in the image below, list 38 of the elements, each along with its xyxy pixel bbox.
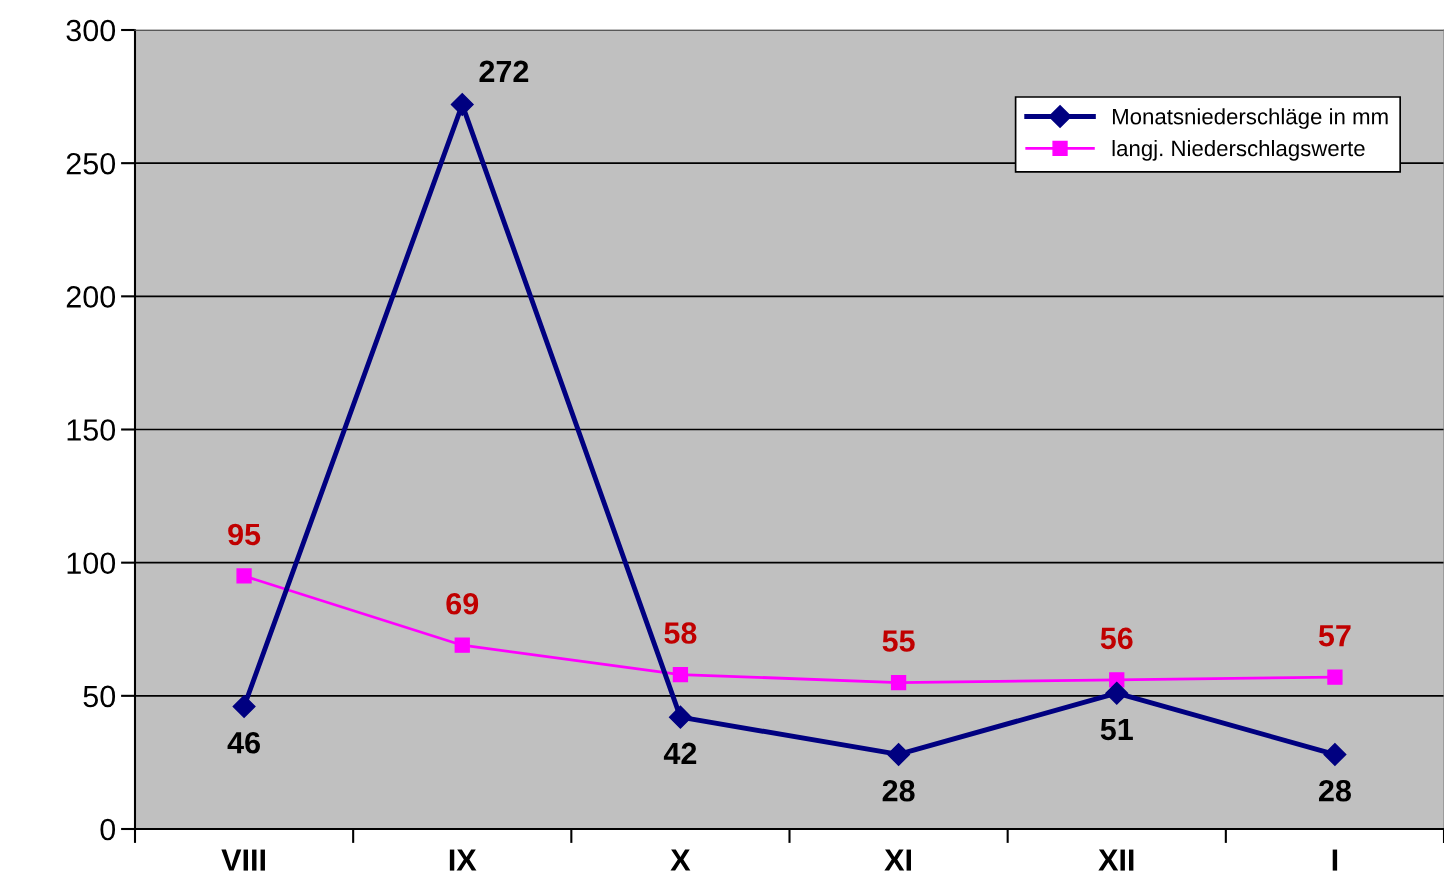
data-label: 42: [663, 742, 697, 764]
y-tick-label: 50: [83, 685, 116, 708]
point: [887, 742, 911, 766]
data-label: 51: [1100, 718, 1133, 741]
data-label: 69: [446, 592, 479, 615]
point: [1105, 681, 1129, 705]
point: [668, 705, 692, 729]
x-tick-label: VIII: [221, 849, 265, 871]
x-tick-label: X: [670, 849, 691, 871]
data-label: 95: [228, 523, 261, 546]
y-tick-label: 100: [67, 552, 116, 575]
point: [450, 93, 474, 117]
point: [890, 674, 907, 691]
data-label: 57: [1318, 625, 1351, 647]
data-label: 28: [1318, 779, 1351, 802]
x-tick-label: I: [1332, 849, 1338, 871]
data-label: 272: [479, 60, 529, 82]
legend-label: Monatsniederschläge in mm: [1112, 108, 1388, 129]
point: [1327, 669, 1343, 685]
data-label: 55: [882, 630, 915, 652]
point: [232, 694, 256, 718]
data-label: 28: [882, 779, 915, 802]
y-tick-label: 0: [100, 818, 116, 841]
x-tick-label: XI: [884, 849, 911, 871]
x-tick-label: IX: [449, 849, 477, 871]
y-tick-label: 200: [66, 286, 116, 308]
y-tick-label: 150: [67, 419, 116, 441]
point: [454, 637, 470, 653]
point: [236, 568, 252, 584]
y-tick-label: 300: [66, 19, 116, 42]
point: [1323, 742, 1347, 766]
y-tick-label: 250: [66, 152, 116, 175]
point: [672, 666, 689, 683]
data-label: 56: [1100, 627, 1133, 650]
x-tick-label: XII: [1098, 849, 1134, 871]
data-label: 58: [664, 622, 697, 644]
data-label: 46: [227, 731, 260, 754]
legend-label: langj. Niederschlagswerte: [1112, 139, 1365, 161]
